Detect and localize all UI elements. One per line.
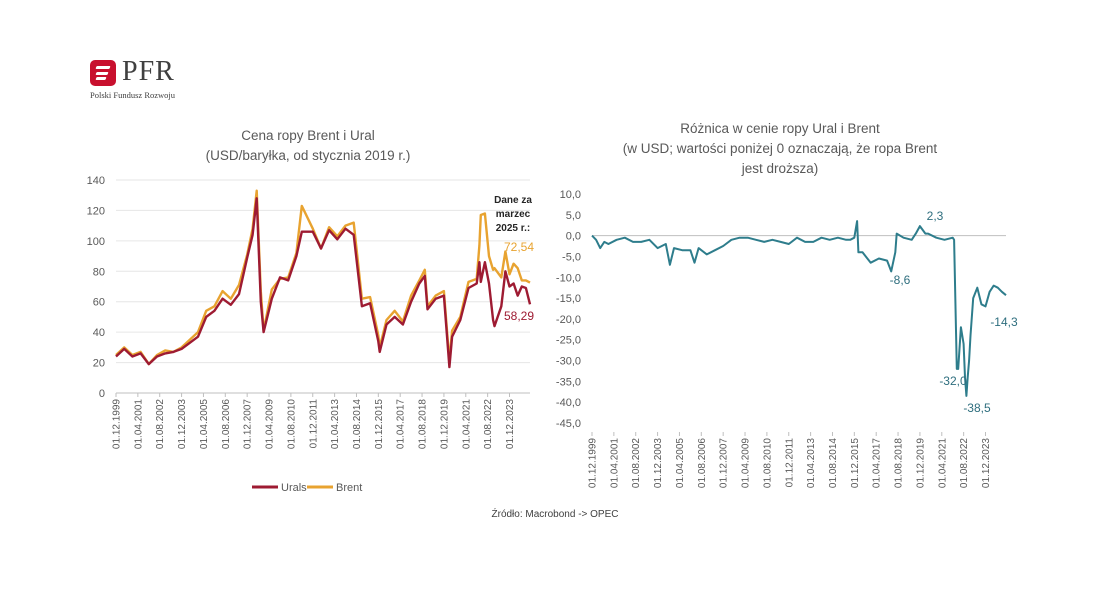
x-tick-label: 01.04.2009 xyxy=(265,399,276,449)
x-tick-label: 01.04.2005 xyxy=(199,399,210,449)
series-line-urals xyxy=(115,197,532,369)
y-tick-label: -45,0 xyxy=(556,418,581,430)
x-tick-label: 01.08.2006 xyxy=(221,399,232,449)
source-note: Źródło: Macrobond -> OPEC xyxy=(491,509,619,520)
x-tick-label: 01.12.2023 xyxy=(505,399,516,449)
x-tick-label: 01.12.2023 xyxy=(981,438,992,488)
y-tick-label: -40,0 xyxy=(556,397,581,409)
x-tick-label: 01.04.2021 xyxy=(937,438,948,488)
brent-end-label: 72,54 xyxy=(504,240,534,254)
x-tick-label: 01.04.2021 xyxy=(461,399,472,449)
x-tick-label: 01.12.1999 xyxy=(588,438,599,488)
x-tick-label: 01.04.2001 xyxy=(133,399,144,449)
logo-name: PFR xyxy=(122,56,175,87)
x-tick-label: 01.04.2009 xyxy=(741,438,752,488)
y-tick-label: -20,0 xyxy=(556,314,581,326)
x-tick-label: 01.08.2006 xyxy=(697,438,708,488)
x-tick-label: 01.12.2011 xyxy=(308,399,319,449)
point-label-2022-low: -32,0 xyxy=(939,374,967,388)
y-tick-label: 10,0 xyxy=(560,189,581,201)
x-tick-label: 01.12.2011 xyxy=(784,438,795,488)
annotation-line-3: 2025 r.: xyxy=(496,223,530,234)
point-label-end: -14,3 xyxy=(990,315,1018,329)
y-tick-label: -35,0 xyxy=(556,376,581,388)
x-tick-label: 01.12.2003 xyxy=(653,438,664,488)
x-tick-label: 01.04.2001 xyxy=(609,438,620,488)
x-tick-label: 01.04.2013 xyxy=(806,438,817,488)
chart-subtitle: (USD/baryłka, od stycznia 2019 r.) xyxy=(206,148,411,163)
x-tick-label: 01.04.2013 xyxy=(330,399,341,449)
legend: Urals Brent xyxy=(252,482,362,494)
y-tick-label: 140 xyxy=(87,175,105,187)
x-tick-label: 01.12.2019 xyxy=(439,399,450,449)
x-tick-label: 01.08.2010 xyxy=(762,438,773,488)
x-tick-label: 01.08.2014 xyxy=(828,438,839,488)
point-label-max: 2,3 xyxy=(927,209,944,223)
x-tick-label: 01.12.2015 xyxy=(374,399,385,449)
x-tick-label: 01.12.1999 xyxy=(112,399,123,449)
chart-title: Różnica w cenie ropy Ural i Brent xyxy=(680,121,880,136)
urals-end-label: 58,29 xyxy=(504,309,534,323)
annotation-line-2: marzec xyxy=(496,209,531,220)
x-tick-label: 01.08.2010 xyxy=(286,399,297,449)
y-tick-label: 0,0 xyxy=(566,231,581,243)
y-tick-label: -10,0 xyxy=(556,272,581,284)
point-label-min: -38,5 xyxy=(963,401,991,415)
x-tick-label: 01.04.2017 xyxy=(872,438,883,488)
x-tick-label: 01.08.2018 xyxy=(894,438,905,488)
x-tick-label: 01.08.2002 xyxy=(155,399,166,449)
chart-subtitle-line-2: jest droższa) xyxy=(741,161,819,176)
x-tick-label: 01.12.2003 xyxy=(177,399,188,449)
y-tick-label: -30,0 xyxy=(556,356,581,368)
x-tick-label: 01.04.2005 xyxy=(675,438,686,488)
y-tick-label: 60 xyxy=(93,297,105,309)
y-tick-label: 5,0 xyxy=(566,210,581,222)
y-tick-label: -15,0 xyxy=(556,293,581,305)
logo-subtitle: Polski Fundusz Rozwoju xyxy=(90,90,176,100)
y-tick-label: 120 xyxy=(87,205,105,217)
x-tick-label: 01.08.2018 xyxy=(418,399,429,449)
x-tick-label: 01.12.2007 xyxy=(719,438,730,488)
chart-title: Cena ropy Brent i Ural xyxy=(241,128,375,143)
y-tick-label: 40 xyxy=(93,327,105,339)
y-tick-label: 0 xyxy=(99,388,105,400)
legend-urals-label: Urals xyxy=(281,482,307,494)
pfr-logo-icon xyxy=(90,60,116,86)
point-label-2018-low: -8,6 xyxy=(890,273,911,287)
annotation-line-1: Dane za xyxy=(494,195,532,206)
x-tick-label: 01.08.2002 xyxy=(631,438,642,488)
x-tick-label: 01.12.2019 xyxy=(915,438,926,488)
series-line-difference xyxy=(591,220,1007,397)
x-tick-label: 01.12.2015 xyxy=(850,438,861,488)
x-tick-label: 01.08.2022 xyxy=(483,399,494,449)
x-tick-label: 01.08.2014 xyxy=(352,399,363,449)
y-tick-label: -25,0 xyxy=(556,335,581,347)
x-tick-label: 01.12.2007 xyxy=(243,399,254,449)
y-tick-label: 80 xyxy=(93,266,105,278)
pfr-logo: PFR Polski Fundusz Rozwoju xyxy=(88,56,228,108)
x-tick-label: 01.04.2017 xyxy=(396,399,407,449)
y-tick-label: 100 xyxy=(87,236,105,248)
chart-subtitle-line-1: (w USD; wartości poniżej 0 oznaczają, że… xyxy=(623,141,938,156)
y-tick-label: 20 xyxy=(93,358,105,370)
legend-brent-label: Brent xyxy=(336,482,362,494)
x-tick-label: 01.08.2022 xyxy=(959,438,970,488)
y-tick-label: -5,0 xyxy=(562,251,581,263)
